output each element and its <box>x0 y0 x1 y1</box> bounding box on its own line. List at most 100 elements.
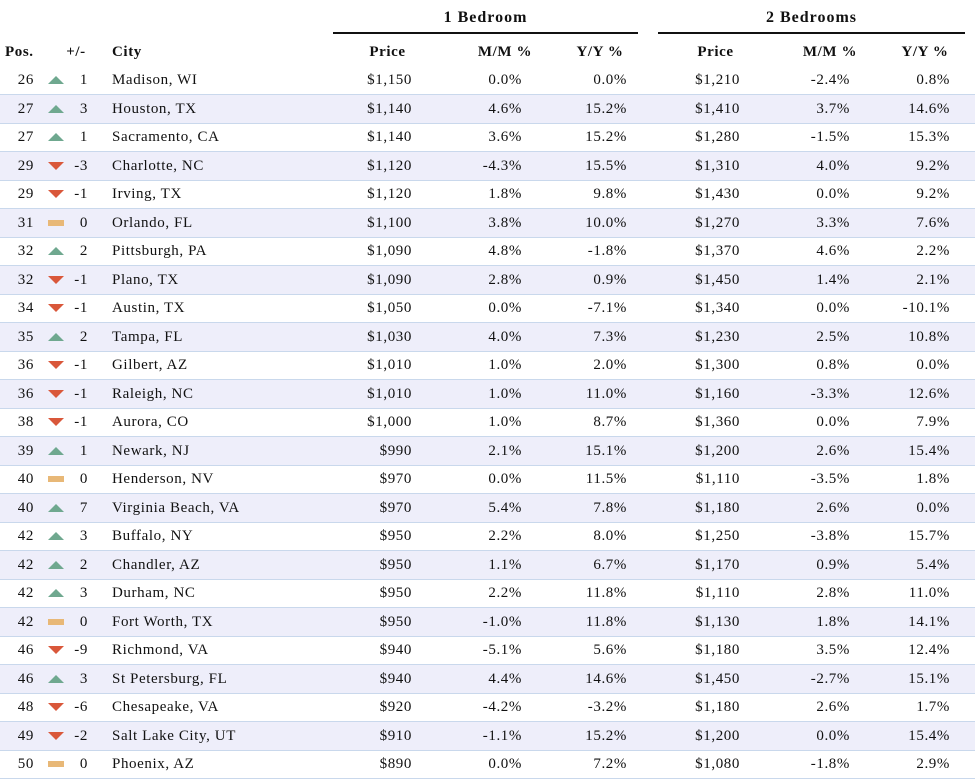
change-icon-shape <box>48 304 64 312</box>
table-cell: 2.2% <box>488 585 522 601</box>
table-cell: $920 <box>379 699 412 715</box>
change-icon <box>48 133 64 141</box>
table-cell: Houston, TX <box>112 100 197 117</box>
change-icon <box>48 190 64 198</box>
table-cell: Salt Lake City, UT <box>112 727 236 744</box>
table-cell: 29 <box>17 186 34 202</box>
table-cell: 14.6% <box>908 100 950 117</box>
table-cell: 5.4% <box>916 556 950 573</box>
table-cell: 2 <box>79 556 88 573</box>
table-cell: $1,310 <box>695 157 740 174</box>
column-header: Y/Y % <box>901 44 949 60</box>
table-cell: $1,120 <box>367 157 412 174</box>
change-icon-shape <box>48 674 64 683</box>
table-cell: $1,340 <box>695 300 740 316</box>
table-cell: 38 <box>17 414 34 430</box>
table-cell: 4.6% <box>816 243 850 259</box>
table-row: 38 -1 Aurora, CO $1,000 1.0% 8.7% $1,360 0.0% 7.… <box>0 408 975 437</box>
change-icon-shape <box>48 389 64 398</box>
table-cell: Richmond, VA <box>112 642 209 658</box>
table-cell: 46 <box>17 670 34 687</box>
table-cell: 32 <box>17 243 34 259</box>
table-cell: $1,130 <box>695 613 740 630</box>
table-cell: $1,180 <box>695 499 740 516</box>
table-row: 42 3 Durham, NC $950 2.2% 11.8% $1,110 2.8% 11.0… <box>0 579 975 608</box>
table-cell: 6.7% <box>593 556 627 573</box>
table-row: 32 -1 Plano, TX $1,090 2.8% 0.9% $1,450 1.4% 2.1… <box>0 265 975 295</box>
change-icon <box>48 703 64 711</box>
table-cell: 11.5% <box>585 471 627 487</box>
table-cell: $1,110 <box>695 585 740 601</box>
table-cell: $1,230 <box>695 328 740 345</box>
table-cell: $910 <box>379 727 412 744</box>
table-cell: $890 <box>379 756 412 772</box>
table-cell: 15.2% <box>585 727 627 744</box>
table-cell: $1,180 <box>695 642 740 658</box>
table-cell: 0.0% <box>816 300 850 316</box>
table-row: 26 1 Madison, WI $1,150 0.0% 0.0% $1,210 -2.4% 0… <box>0 66 975 95</box>
table-row: 36 -1 Raleigh, NC $1,010 1.0% 11.0% $1,160 -3.3… <box>0 379 975 409</box>
table-cell: $950 <box>379 528 412 544</box>
table-cell: 3.5% <box>816 642 850 658</box>
table-cell: 0 <box>79 613 88 630</box>
table-cell: 0.8% <box>816 357 850 373</box>
table-cell: $1,000 <box>367 414 412 430</box>
table-cell: -1 <box>74 300 88 316</box>
change-icon <box>48 446 64 455</box>
table-cell: $1,050 <box>367 300 412 316</box>
table-cell: -1 <box>74 385 88 402</box>
table-row: 36 -1 Gilbert, AZ $1,010 1.0% 2.0% $1,300 0.8% 0… <box>0 351 975 380</box>
column-header: Y/Y % <box>576 44 624 60</box>
change-icon <box>48 646 64 654</box>
table-row: 48 -6 Chesapeake, VA $920 -4.2% -3.2% $1,180 2.… <box>0 693 975 722</box>
change-icon <box>48 361 64 369</box>
change-icon-shape <box>48 560 64 569</box>
table-cell: Tampa, FL <box>112 328 184 345</box>
table-row: 27 3 Houston, TX $1,140 4.6% 15.2% $1,410 3.7% 1… <box>0 94 975 124</box>
table-cell: $1,140 <box>367 129 412 145</box>
table-cell: 1 <box>79 72 88 88</box>
table-cell: -1.5% <box>810 129 850 145</box>
table-cell: 0 <box>79 214 88 231</box>
change-icon-shape <box>48 589 64 597</box>
table-cell: $1,280 <box>695 129 740 145</box>
table-cell: -1 <box>74 357 88 373</box>
table-cell: -2.7% <box>810 670 850 687</box>
change-icon-shape <box>48 247 64 255</box>
table-cell: 3.7% <box>816 100 850 117</box>
table-cell: $1,200 <box>695 727 740 744</box>
table-cell: $1,450 <box>695 670 740 687</box>
change-icon-shape <box>48 703 64 711</box>
table-cell: 35 <box>17 328 34 345</box>
table-cell: 27 <box>17 129 34 145</box>
change-icon <box>48 532 64 540</box>
table-cell: 5.6% <box>593 642 627 658</box>
table-row: 40 7 Virginia Beach, VA $970 5.4% 7.8% $1,180 2… <box>0 493 975 523</box>
table-cell: 0 <box>79 756 88 772</box>
change-icon <box>48 674 64 683</box>
change-icon-shape <box>48 361 64 369</box>
table-cell: Madison, WI <box>112 72 198 88</box>
table-cell: 0.8% <box>916 72 950 88</box>
table-cell: 3.3% <box>816 214 850 231</box>
table-cell: $1,090 <box>367 271 412 288</box>
table-cell: 14.1% <box>908 613 950 630</box>
table-cell: 36 <box>17 357 34 373</box>
table-cell: -4.2% <box>482 699 522 715</box>
table-cell: 42 <box>17 585 34 601</box>
change-icon-shape <box>48 219 64 226</box>
table-cell: Buffalo, NY <box>112 528 194 544</box>
change-icon-shape <box>48 731 64 740</box>
table-cell: -1 <box>74 414 88 430</box>
table-cell: 7.6% <box>916 214 950 231</box>
table-cell: 1.0% <box>488 357 522 373</box>
table-cell: -3.8% <box>810 528 850 544</box>
table-cell: $970 <box>379 471 412 487</box>
change-icon-shape <box>48 190 64 198</box>
table-cell: 4.6% <box>488 100 522 117</box>
table-cell: 0.0% <box>916 499 950 516</box>
table-cell: -3 <box>74 157 88 174</box>
table-cell: Aurora, CO <box>112 414 189 430</box>
table-cell: 5.4% <box>488 499 522 516</box>
table-cell: $1,120 <box>367 186 412 202</box>
